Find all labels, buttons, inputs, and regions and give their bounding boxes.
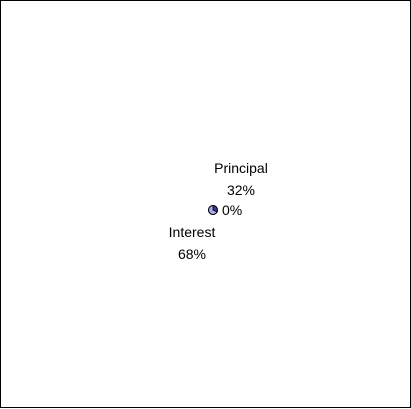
slice-percent-interest: 68% [178,246,206,262]
slice-label-interest: Interest [169,224,216,240]
slice-percent-zero: 0% [222,202,242,218]
slice-percent-principal: 32% [227,182,255,198]
slice-label-principal: Principal [214,160,268,176]
pie-outline [208,205,218,215]
pie-slices [208,205,218,215]
